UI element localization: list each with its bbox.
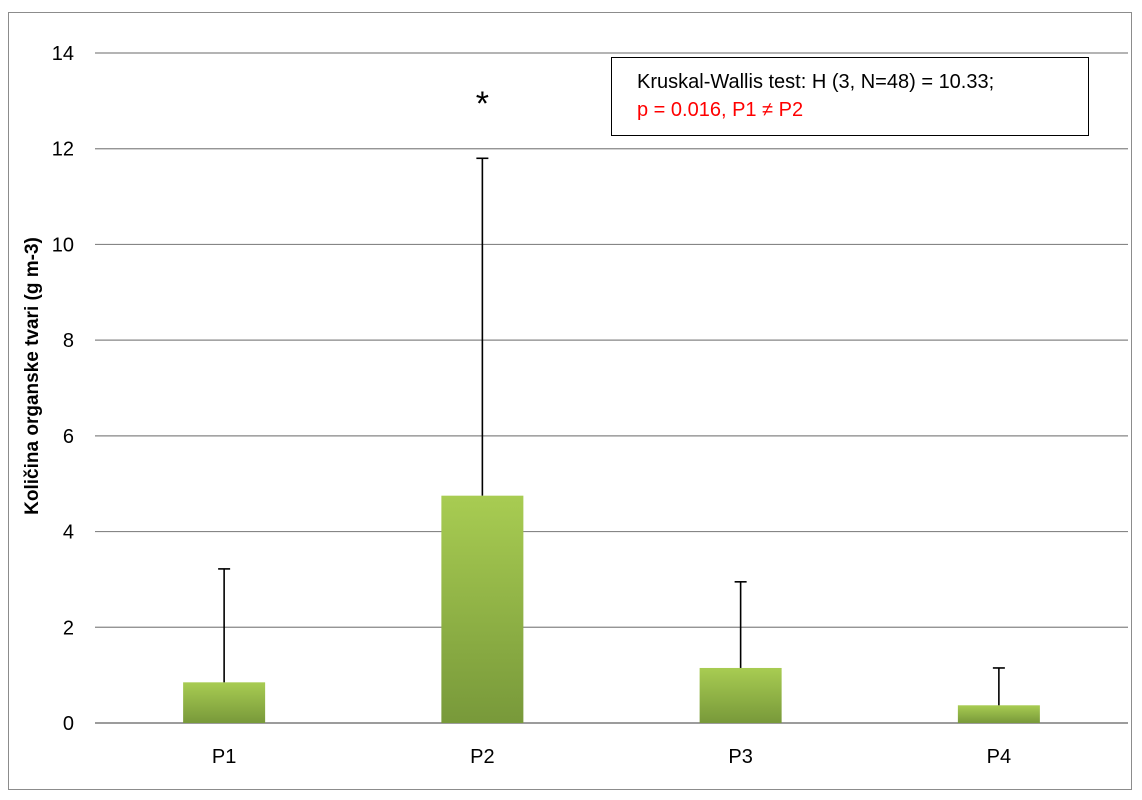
- y-axis-ticks: 0 2 4 6 8 10 12 14: [52, 43, 74, 735]
- x-tick-label: P3: [728, 746, 752, 768]
- bars: [183, 495, 1040, 723]
- y-axis-title: Količina organske tvari (g m-3): [22, 237, 43, 515]
- annotation-p-value: p = 0.016, P1 ≠ P2: [637, 99, 804, 121]
- y-tick-label: 8: [63, 330, 74, 352]
- chart-frame: [8, 12, 1132, 790]
- bar-p1: [183, 682, 266, 723]
- statistics-annotation: Kruskal-Wallis test: H (3, N=48) = 10.33…: [611, 57, 1089, 136]
- error-bars: [218, 157, 1005, 706]
- x-tick-label: P4: [987, 746, 1011, 768]
- x-tick-label: P1: [212, 746, 236, 768]
- y-tick-label: 2: [63, 617, 74, 639]
- x-tick-label: P2: [470, 746, 494, 768]
- y-tick-label: 4: [63, 522, 74, 544]
- y-tick-label: 6: [63, 426, 74, 448]
- y-tick-label: 12: [52, 139, 74, 161]
- y-tick-label: 0: [63, 713, 74, 735]
- gridlines: [95, 52, 1128, 724]
- x-axis-ticks: P1 P2 P3 P4: [212, 746, 1011, 768]
- y-tick-label: 14: [52, 43, 74, 65]
- annotation-test-result: Kruskal-Wallis test: H (3, N=48) = 10.33…: [637, 71, 995, 93]
- y-tick-label: 10: [52, 234, 74, 256]
- significance-marker: *: [476, 85, 489, 123]
- bar-p4: [957, 705, 1040, 723]
- bar-p2: [441, 495, 524, 723]
- bar-p3: [699, 667, 782, 723]
